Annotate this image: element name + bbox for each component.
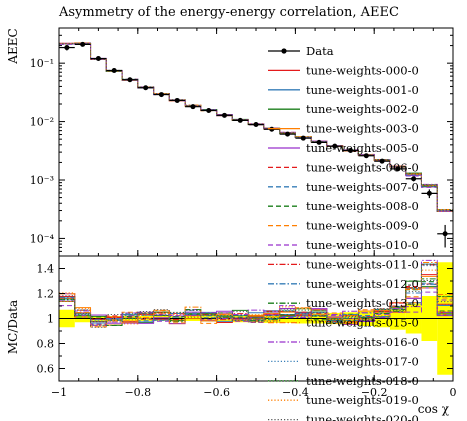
ratio-plot-series [59,259,453,375]
legend-entry-label: Data [306,44,334,58]
ratio-histogram-tune-weights-010-0 [59,291,453,325]
data-point [174,97,180,103]
ratio-histogram-tune-weights-020-0 [59,280,453,328]
data-point [80,41,86,47]
data-point [64,45,70,51]
ratio-histogram-tune-weights-015-0 [59,262,453,328]
legend: Data tune-weights-000-0 tune-weights-001-0… [268,44,419,421]
legend-entry-label: tune-weights-005-0 [306,141,419,155]
ratio-histogram-tune-weights-018-0 [59,263,453,323]
data-point [206,107,212,113]
ratio-y-tick-label: 1 [47,313,54,326]
legend-entry-label: tune-weights-019-0 [306,393,419,407]
main-y-tick-label: 10⁻² [30,116,54,129]
legend-entry-label: tune-weights-007-0 [306,180,419,194]
x-tick-label: −1 [51,386,67,399]
data-point [348,147,354,153]
ratio-y-tick-label: 0.8 [37,338,55,351]
data-point [158,92,164,98]
main-y-tick-label: 10⁻⁴ [30,232,55,245]
x-tick-label: −0.2 [361,386,388,399]
ratio-histogram-tune-weights-011-0 [59,264,453,322]
data-point [442,231,448,237]
data-point [379,158,385,164]
data-point [143,85,149,91]
data-point [285,131,291,137]
legend-entry-label: tune-weights-003-0 [306,122,419,136]
legend-data-marker-dot [281,48,287,54]
data-point [190,104,196,110]
ratio-histogram-tune-weights-019-0 [59,269,453,326]
main-y-tick-label: 10⁻¹ [30,57,54,70]
data-point [332,143,338,149]
ratio-histogram-tune-weights-013-0 [59,278,453,326]
legend-entry-label: tune-weights-018-0 [306,374,419,388]
x-axis-label: cos χ [418,402,450,416]
legend-entry-label: tune-weights-012-0 [306,277,419,291]
legend-entry-label: tune-weights-000-0 [306,63,419,77]
x-tick-label: 0 [450,386,457,399]
axes: 10⁻⁴ 10⁻³ 10⁻² 10⁻¹ −1 −0.8 −0.6 −0.4 −0.2 0 0.6 0.… [30,27,457,399]
main-y-tick-label: 10⁻³ [30,174,54,187]
legend-entry-label: tune-weights-010-0 [306,238,419,252]
ratio-y-tick-label: 1.4 [37,263,55,276]
data-point [237,117,243,123]
data-point [411,176,417,182]
data-point [111,67,117,73]
ratio-histogram-tune-weights-016-0 [59,259,453,326]
legend-entry-label: tune-weights-009-0 [306,219,419,233]
data-point [426,190,432,196]
data-point [363,153,369,159]
x-tick-label: −0.8 [124,386,151,399]
data-point [221,112,227,118]
x-tick-label: −0.4 [282,386,309,399]
ratio-histogram-tune-weights-012-0 [59,284,453,321]
legend-entry-label: tune-weights-011-0 [306,257,419,271]
legend-entry-label: tune-weights-002-0 [306,102,419,116]
data-point [127,77,133,83]
main-plot-series [59,41,453,248]
x-tick-label: −0.6 [203,386,230,399]
data-point [300,135,306,141]
legend-entry-label: tune-weights-006-0 [306,160,419,174]
legend-entry-label: tune-weights-001-0 [306,83,419,97]
legend-entry-label: tune-weights-020-0 [306,413,419,421]
data-point [395,166,401,172]
main-y-axis-label: AEEC [6,28,20,64]
legend-entry-label: tune-weights-013-0 [306,296,419,310]
legend-entry-label: tune-weights-015-0 [306,316,419,330]
data-point [95,56,101,62]
data-point [316,139,322,145]
legend-entry-label: tune-weights-017-0 [306,354,419,368]
ratio-histogram-tune-weights-009-0 [59,287,453,328]
chart-title: Asymmetry of the energy-energy correlati… [58,5,399,20]
ratio-y-tick-label: 0.6 [37,363,55,376]
legend-entry-label: tune-weights-016-0 [306,335,419,349]
legend-entry-label: tune-weights-008-0 [306,199,419,213]
ratio-y-tick-label: 1.2 [37,288,55,301]
data-point [253,122,259,128]
ratio-y-axis-label: MC/Data [6,300,20,354]
